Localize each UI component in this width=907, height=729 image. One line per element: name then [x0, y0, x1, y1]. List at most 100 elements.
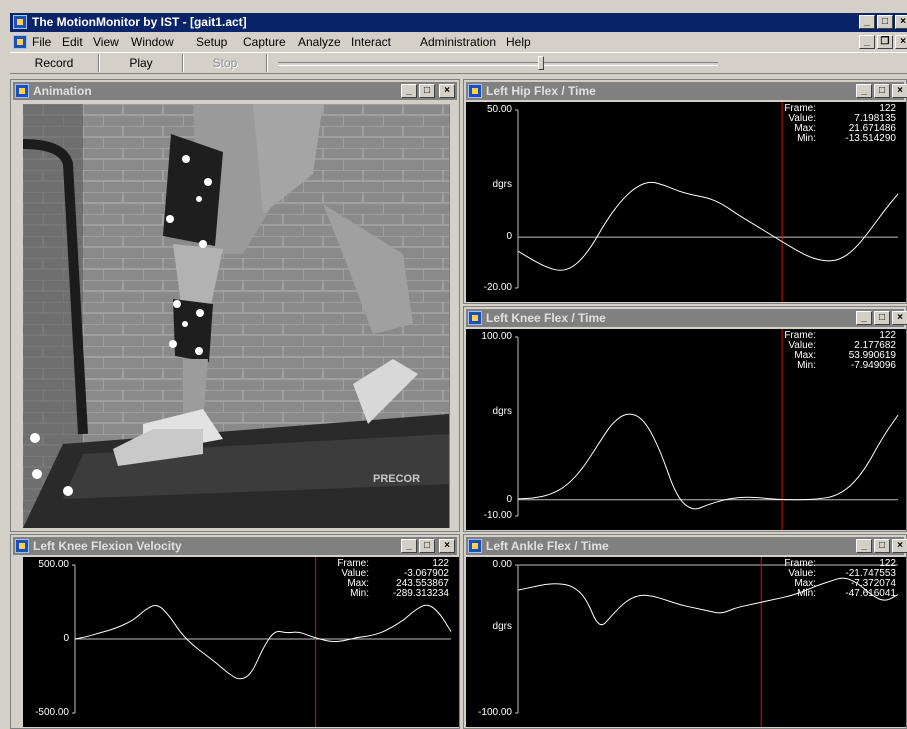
mdi-restore-icon[interactable]: ❐ [877, 35, 893, 49]
kneevel-readout: Frame: 122 Value: -3.067902 Max: 243.553867 Mi… [319, 559, 451, 603]
maximize-icon[interactable]: □ [419, 539, 435, 553]
hip-flex-window: Left Hip Flex / Time _ □ × 50.00 -20.00 0 d… [463, 79, 907, 304]
knee-unit-label: dgrs [492, 406, 512, 418]
window-icon [468, 84, 482, 98]
kneevel-svg [72, 557, 452, 727]
animation-titlebar: Animation _ □ × [13, 82, 457, 100]
ankle-value-value: -21.747553 [845, 568, 896, 579]
knee-value-value: 2.177682 [854, 340, 896, 351]
knee-flex-title: Left Knee Flex / Time [486, 311, 606, 325]
close-icon[interactable]: × [892, 539, 907, 553]
ankle-readout: Frame: 122 Value: -21.747553 Max: -7.372074 Mi… [766, 559, 898, 603]
minimize-icon[interactable]: _ [859, 15, 875, 29]
minimize-icon[interactable]: _ [856, 311, 872, 325]
hip-curve [517, 181, 899, 271]
kneevel-value-label: Value: [341, 568, 369, 579]
menu-capture[interactable]: Capture [243, 35, 286, 49]
ankle-frame-value: 122 [879, 558, 896, 569]
menu-setup[interactable]: Setup [196, 35, 228, 49]
minimize-icon[interactable]: _ [856, 84, 872, 98]
maximize-icon[interactable]: □ [874, 84, 890, 98]
kneevel-frame-value: 122 [432, 558, 449, 569]
animation-view[interactable]: PRECOR [23, 104, 449, 528]
maximize-icon[interactable]: □ [877, 15, 893, 29]
hip-flex-titlebar: Left Hip Flex / Time _ □ × [466, 82, 907, 100]
ankle-ymax-label: 0.00 [492, 559, 512, 570]
knee-svg [515, 329, 899, 530]
kneevel-max-value: 243.553867 [396, 578, 449, 589]
knee-flex-window: Left Knee Flex / Time _ □ × 100.00 -10.00… [463, 306, 907, 532]
knee-flex-plot[interactable]: 100.00 -10.00 0 dgrs Frame: 122 Value: 2.177682… [466, 329, 906, 530]
play-button[interactable]: Play [100, 54, 183, 72]
hip-frame-value: 122 [879, 103, 896, 114]
knee-velocity-titlebar: Left Knee Flexion Velocity _ □ × [13, 537, 457, 555]
close-icon[interactable]: × [439, 539, 455, 553]
knee-curve [517, 413, 899, 510]
animation-title: Animation [33, 84, 92, 98]
menu-administration[interactable]: Administration [420, 35, 497, 49]
splitter-handle[interactable] [449, 104, 456, 528]
menu-file[interactable]: File [32, 35, 52, 49]
hip-value-label: Value: [788, 113, 816, 124]
timeline-slider[interactable] [278, 62, 718, 66]
maximize-icon[interactable]: □ [419, 84, 435, 98]
app-title: The MotionMonitor by IST - [gait1.act] [32, 15, 247, 29]
mdi-close-icon[interactable]: × [895, 35, 907, 49]
ankle-min-label: Min: [797, 588, 816, 599]
hip-min-value: -13.514290 [845, 133, 896, 144]
menu-window[interactable]: Window [131, 35, 174, 49]
knee-min-value: -7.949096 [850, 360, 896, 371]
knee-velocity-title: Left Knee Flexion Velocity [33, 539, 182, 553]
timeline-thumb[interactable] [538, 56, 544, 70]
minimize-icon[interactable]: _ [856, 539, 872, 553]
ankle-curve [517, 577, 899, 626]
window-icon [15, 84, 29, 98]
hip-max-label: Max: [794, 123, 816, 134]
ankle-svg [515, 557, 899, 727]
knee-frame-label: Frame: [784, 330, 816, 341]
ankle-frame-label: Frame: [784, 558, 816, 569]
hip-zero-label: 0 [506, 231, 512, 243]
ankle-flex-plot[interactable]: 0.00 -100.00 dgrs Frame: 122 Value: -21.747553… [466, 557, 906, 727]
menu-view[interactable]: View [93, 35, 119, 49]
close-icon[interactable]: × [892, 84, 907, 98]
menu-edit[interactable]: Edit [62, 35, 83, 49]
mdi-minimize-icon[interactable]: _ [859, 35, 875, 49]
hip-min-label: Min: [797, 133, 816, 144]
ankle-unit-label: dgrs [492, 621, 512, 633]
maximize-icon[interactable]: □ [874, 539, 890, 553]
window-icon [15, 539, 29, 553]
hip-value-value: 7.198135 [854, 113, 896, 124]
hip-max-value: 21.671486 [848, 123, 896, 134]
menu-help[interactable]: Help [506, 35, 531, 49]
ankle-max-value: -7.372074 [850, 578, 896, 589]
hip-flex-plot[interactable]: 50.00 -20.00 0 dgrs Frame: 122 Value: 7.198135 M… [466, 102, 906, 302]
kneevel-value-value: -3.067902 [403, 568, 449, 579]
ankle-max-label: Max: [794, 578, 816, 589]
animation-scene: PRECOR [23, 104, 449, 528]
close-icon[interactable]: × [439, 84, 455, 98]
minimize-icon[interactable]: _ [401, 84, 417, 98]
knee-flex-titlebar: Left Knee Flex / Time _ □ × [466, 309, 907, 327]
knee-zero-label: 0 [506, 493, 512, 505]
hip-ymax-label: 50.00 [486, 104, 512, 115]
knee-velocity-plot[interactable]: 500.00 -500.00 0 Frame: 122 Value: -3.067902 Ma… [23, 557, 459, 727]
minimize-icon[interactable]: _ [401, 539, 417, 553]
menu-analyze[interactable]: Analyze [298, 35, 341, 49]
treadmill-logo: PRECOR [373, 473, 420, 485]
maximize-icon[interactable]: □ [874, 311, 890, 325]
hip-unit-label: dgrs [492, 178, 512, 190]
record-button[interactable]: Record [10, 54, 99, 72]
doc-icon[interactable] [13, 35, 27, 49]
close-icon[interactable]: × [895, 15, 907, 29]
knee-frame-value: 122 [879, 330, 896, 341]
tracking-markers [30, 155, 212, 496]
knee-min-label: Min: [797, 360, 816, 371]
stop-button[interactable]: Stop [184, 54, 267, 72]
knee-ymin-label: -10.00 [483, 510, 512, 521]
close-icon[interactable]: × [892, 311, 907, 325]
app-titlebar: The MotionMonitor by IST - [gait1.act] _… [10, 13, 907, 32]
kneevel-zero-label: 0 [63, 633, 69, 644]
window-icon [468, 539, 482, 553]
menu-interact[interactable]: Interact [351, 35, 392, 49]
